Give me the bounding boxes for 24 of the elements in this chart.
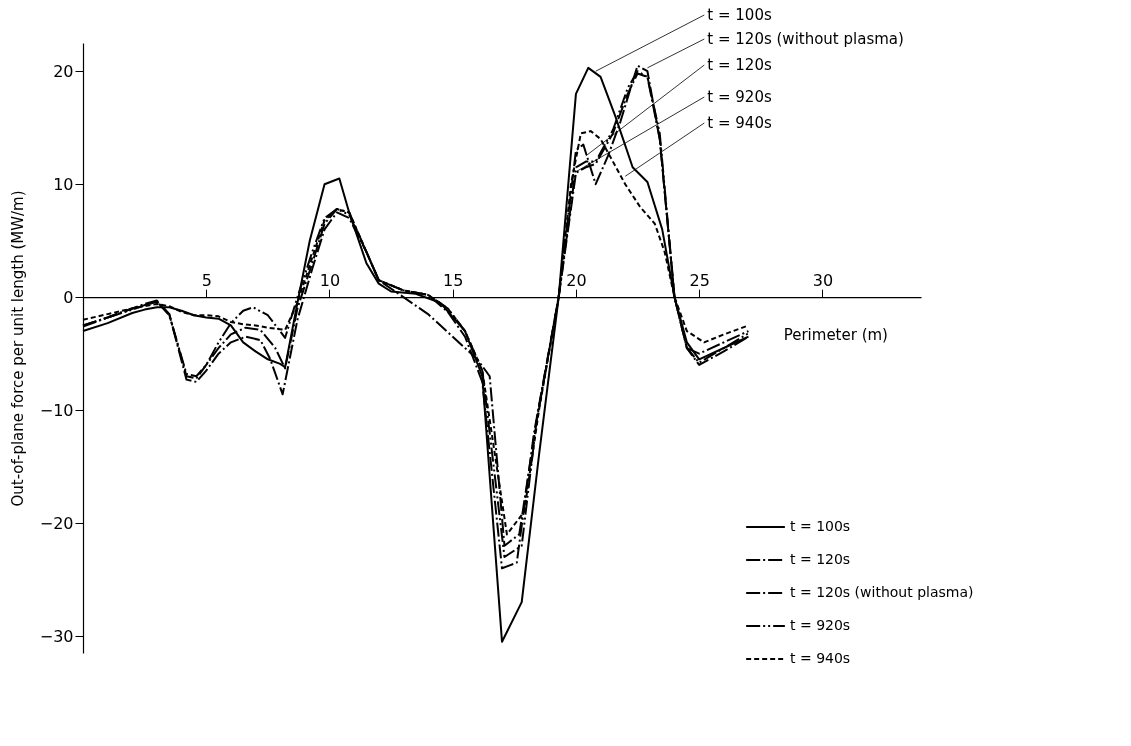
legend-label: t = 100s — [790, 518, 851, 535]
annotation: t = 100s — [707, 6, 772, 24]
annotation: t = 940s — [707, 114, 772, 132]
x-tick-label: 5 — [201, 270, 212, 290]
legend-label: t = 940s — [790, 650, 851, 667]
y-tick-label: 10 — [53, 174, 74, 194]
x-tick-label: 15 — [443, 270, 464, 290]
legend-label: t = 120s (without plasma) — [790, 584, 974, 601]
y-tick-label: 0 — [63, 287, 74, 307]
y-tick-label: −30 — [39, 626, 74, 646]
y-axis-title: Out-of-plane force per unit length (MW/m) — [8, 190, 27, 507]
y-tick-label: −10 — [39, 400, 74, 420]
y-tick-label: −20 — [39, 513, 74, 533]
x-axis-title: Perimeter (m) — [783, 325, 888, 344]
y-tick-label: 20 — [53, 61, 74, 81]
legend-label: t = 120s — [790, 551, 851, 568]
x-tick-label: 30 — [812, 270, 834, 290]
legend-label: t = 920s — [790, 617, 851, 634]
x-tick-label: 10 — [319, 270, 341, 290]
annotation: t = 120s (without plasma) — [707, 30, 904, 48]
annotation: t = 920s — [707, 88, 772, 106]
annotation: t = 120s — [707, 56, 772, 74]
x-tick-label: 25 — [689, 270, 710, 290]
x-tick-label: 20 — [566, 270, 587, 290]
